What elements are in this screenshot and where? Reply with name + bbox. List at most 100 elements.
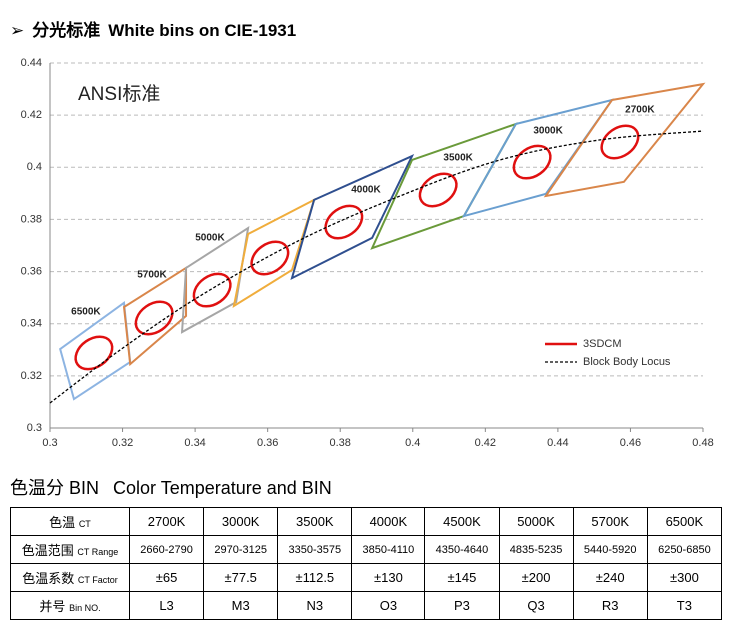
sdcm-ellipse [74,335,114,371]
y-tick-label: 0.42 [21,109,42,121]
bin-label: 3000K [533,126,563,137]
x-tick-label: 0.36 [257,437,278,449]
row-label-en: CT [78,519,91,529]
legend-label: Block Body Locus [583,356,671,368]
x-tick-label: 0.44 [547,437,568,449]
table-cell: 4500K [424,507,500,536]
sdcm-ellipse [600,124,640,160]
sdcm-ellipse [512,144,552,180]
table-cell: O3 [351,591,426,620]
table-cell: Q3 [498,591,574,620]
row-label-en: CT Range [77,547,119,557]
table-cell: ±112.5 [277,563,353,592]
table-row: 色温 CT 2700K 3000K 3500K 4000K 4500K 5000K 5700K… [10,507,723,536]
table-cell: ±145 [424,563,500,592]
table-cell: 2970-3125 [203,535,279,564]
x-tick-label: 0.34 [184,437,205,449]
table-cell: 5000K [498,507,574,536]
table-cell: ±65 [128,563,205,592]
section-en: Color Temperature and BIN [113,478,332,498]
table-cell: ±130 [351,563,426,592]
section-title: 色温分 BIN Color Temperature and BIN [10,474,346,500]
bin-quad [180,225,250,334]
bin-label: 4000K [351,185,381,196]
row-label-zh: 色温 [49,515,76,530]
table-row: 并号 Bin NO. L3 M3 N3 O3 P3 Q3 R3 T3 [10,591,723,620]
x-tick-label: 0.4 [405,437,420,449]
table-cell: 4350-4640 [424,535,500,564]
table-cell: 3500K [277,507,353,536]
x-tick-label: 0.48 [692,437,713,449]
bin-quad [122,266,188,367]
sdcm-ellipse [250,240,290,276]
bin-quad [232,197,316,309]
row-label-en: CT Factor [77,575,118,585]
table-cell: T3 [646,591,723,620]
bullet: ➢ [10,21,25,40]
row-label-en: Bin NO. [69,603,101,613]
y-tick-label: 0.4 [27,161,42,173]
bin-label: 6500K [71,307,101,318]
row-header: 色温 CT [10,507,130,536]
table-cell: 6500K [646,507,723,536]
y-tick-label: 0.36 [21,265,42,277]
heading-en: White bins on CIE-1931 [108,21,297,40]
table-cell: ±240 [572,563,648,592]
heading: ➢ 分光标准 White bins on CIE-1931 [10,16,304,41]
y-tick-label: 0.44 [21,57,42,69]
table-cell: 3000K [203,507,279,536]
section-zh: 色温分 BIN [10,478,100,498]
row-header: 并号 Bin NO. [10,591,130,620]
table-cell: N3 [277,591,353,620]
row-label-zh: 色温系数 [22,571,75,586]
chart: ANSI标准 0.3 0.32 0.34 0.36 0.38 0.4 0.42 0.44 0.3… [21,57,714,449]
table-cell: 4000K [351,507,426,536]
table-cell: ±77.5 [203,563,279,592]
bin-quad [543,82,706,198]
y-tick-label: 0.34 [21,318,42,330]
x-tick-label: 0.32 [112,437,133,449]
row-header: 色温系数 CT Factor [10,563,130,592]
x-tick-label: 0.38 [330,437,351,449]
bin-label: 5700K [137,270,167,281]
table-cell: P3 [424,591,500,620]
table-row: 色温范围 CT Range 2660-2790 2970-3125 3350-3575… [10,535,723,564]
table-cell: ±300 [646,563,723,592]
y-tick-label: 0.32 [21,370,42,382]
table-cell: 6250-6850 [646,535,723,564]
bin-quad [290,154,415,280]
bin-label: 3500K [443,153,473,164]
row-label-zh: 并号 [39,599,66,614]
table-cell: 5700K [572,507,648,536]
y-tick-label: 0.3 [27,422,42,434]
table-cell: M3 [203,591,279,620]
row-label-zh: 色温范围 [21,543,74,558]
table-cell: 4835-5235 [498,535,574,564]
bin-quad [370,122,518,250]
bin-quad [461,98,615,218]
table-row: 色温系数 CT Factor ±65 ±77.5 ±112.5 ±130 ±145 ±200… [10,563,723,592]
bin-label: 5000K [195,233,225,244]
table-cell: R3 [572,591,648,620]
x-tick-label: 0.3 [42,437,57,449]
x-tick-label: 0.42 [475,437,496,449]
bin-label: 2700K [625,105,655,116]
table-cell: L3 [128,591,205,620]
table-cell: 3350-3575 [277,535,353,564]
table-cell: 2660-2790 [128,535,205,564]
sdcm-ellipse [134,300,174,336]
annotation: ANSI标准 [78,83,160,105]
table-cell: 5440-5920 [572,535,648,564]
table-cell: 2700K [128,507,205,536]
x-tick-label: 0.46 [620,437,641,449]
sdcm-ellipse [418,172,458,208]
table-cell: 3850-4110 [351,535,426,564]
table-cell: ±200 [498,563,574,592]
heading-zh: 分光标准 [32,21,101,40]
y-tick-label: 0.38 [21,213,42,225]
bin-table: 色温 CT 2700K 3000K 3500K 4000K 4500K 5000K 5700K… [10,507,723,620]
sdcm-ellipse [324,204,364,240]
row-header: 色温范围 CT Range [10,535,130,564]
legend-label: 3SDCM [583,338,622,350]
